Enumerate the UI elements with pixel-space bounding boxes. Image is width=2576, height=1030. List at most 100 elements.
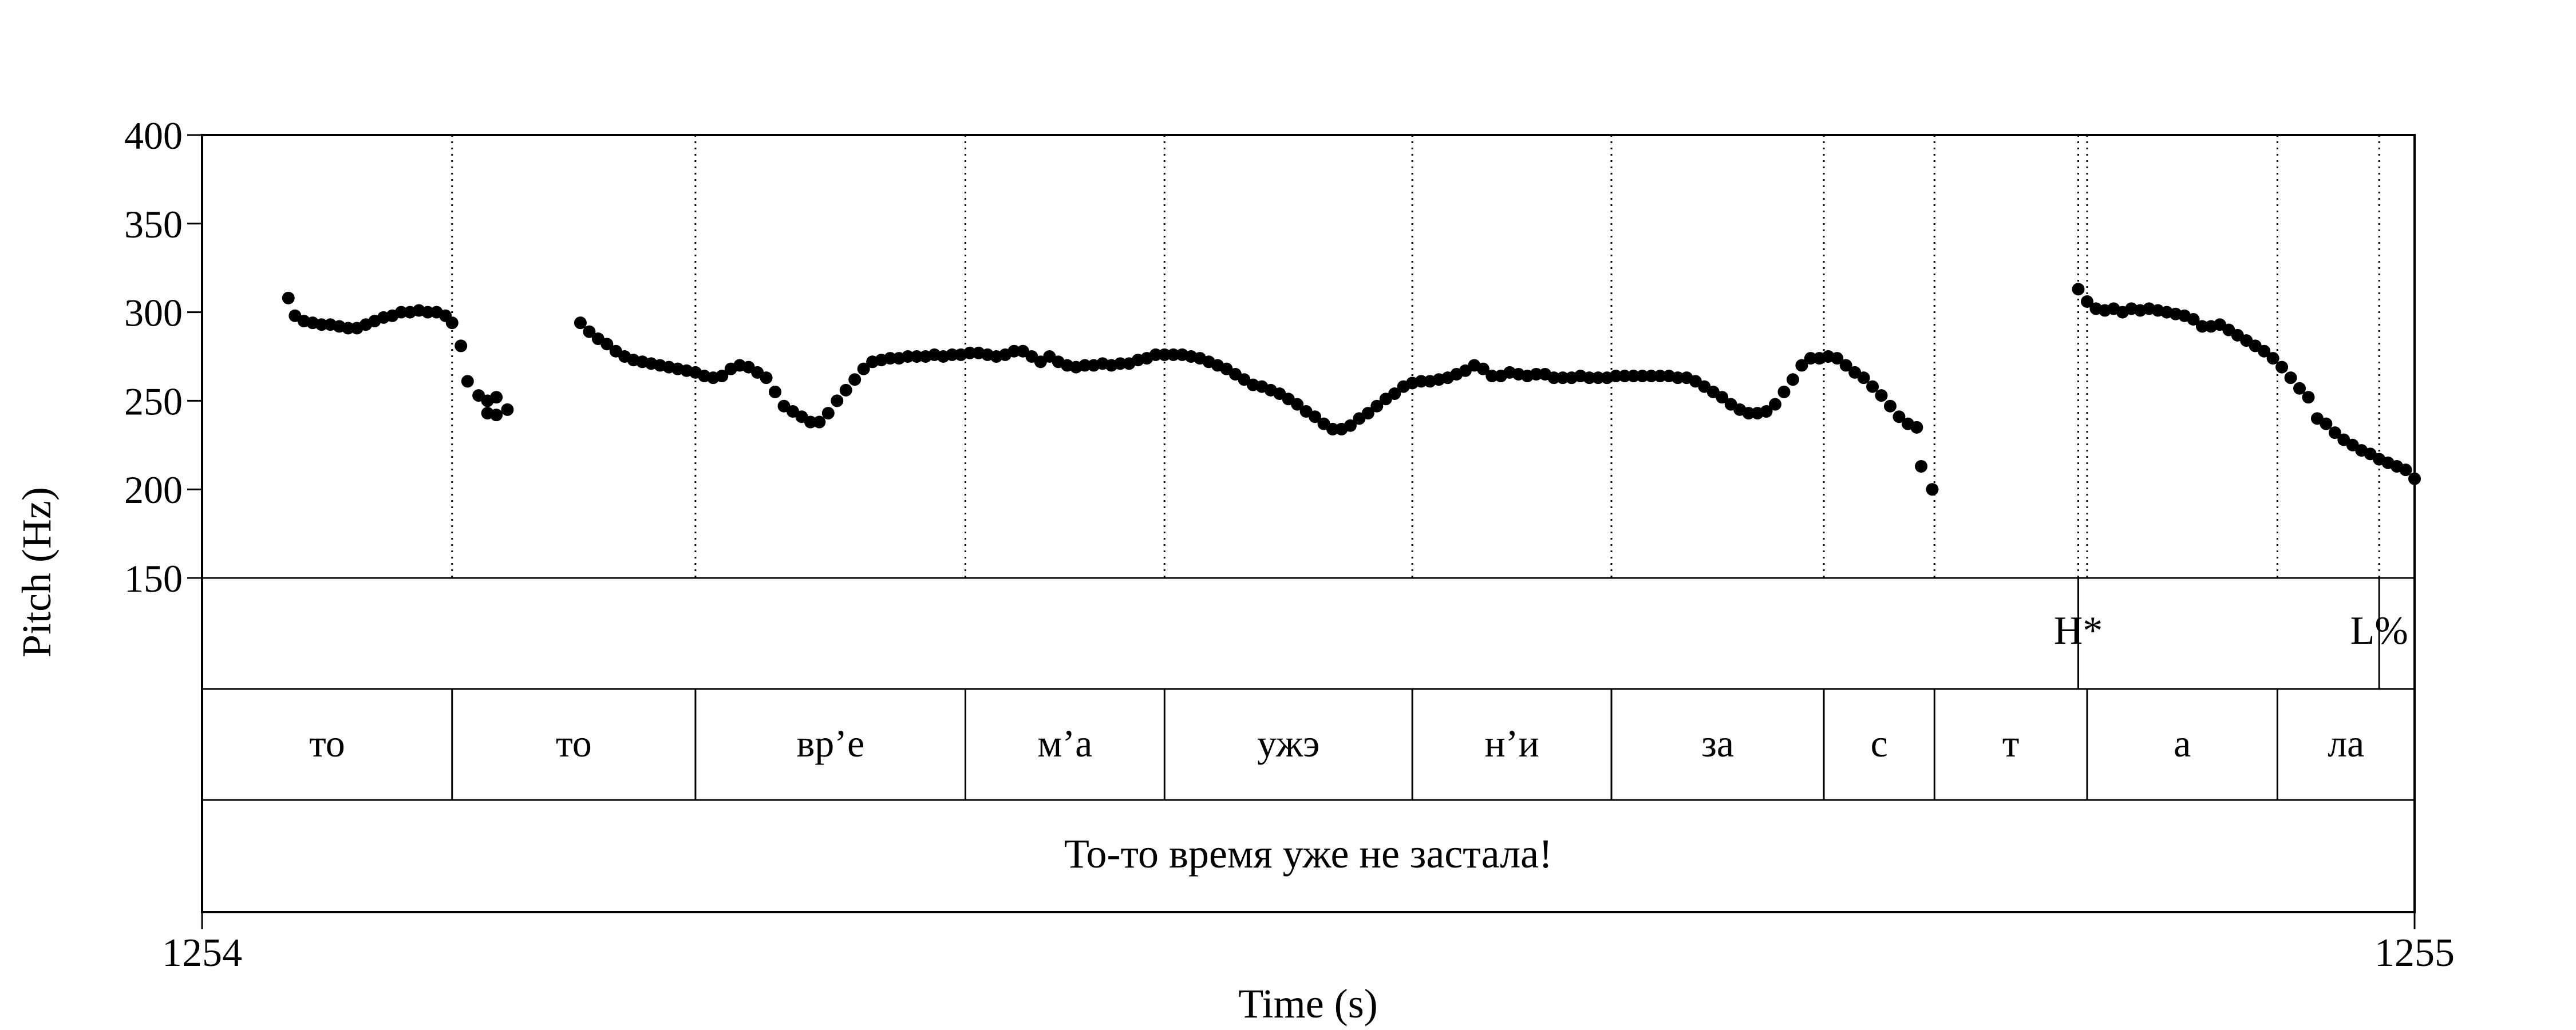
y-tick-label-3: 250 — [124, 379, 183, 423]
pitch-point-0-204 — [2266, 352, 2279, 365]
pitch-point-0-70 — [946, 348, 959, 361]
pitch-point-0-19 — [445, 316, 459, 330]
pitch-point-0-94 — [1158, 348, 1171, 361]
pitch-point-0-113 — [1326, 422, 1340, 435]
pitch-point-0-145 — [1609, 370, 1622, 383]
pitch-point-0-20 — [455, 339, 468, 352]
x-axis-title: Time (s) — [1238, 981, 1377, 1027]
pitch-point-0-111 — [1309, 410, 1322, 423]
pitch-point-0-138 — [1547, 371, 1560, 385]
pitch-point-0-171 — [1839, 359, 1852, 372]
axes-layer — [187, 134, 2416, 929]
syllable-label-6: за — [1701, 722, 1734, 765]
pitch-point-0-44 — [716, 370, 729, 383]
pitch-point-0-65 — [901, 350, 914, 363]
pitch-point-0-170 — [1831, 352, 1844, 365]
pitch-point-0-143 — [1591, 371, 1605, 385]
pitch-point-0-66 — [910, 350, 923, 363]
pitch-point-0-160 — [1742, 407, 1755, 420]
pitch-point-0-157 — [1716, 391, 1729, 404]
pitch-point-0-60 — [857, 362, 870, 375]
pitch-point-0-196 — [2195, 320, 2208, 333]
guides-layer — [451, 135, 2380, 578]
pitch-point-0-182 — [2072, 283, 2085, 296]
labels-layer: 400 350 300 250 200 150 1254 1255 Pitch (Hz) Time… — [14, 114, 2455, 1027]
syllable-label-8: т — [2002, 722, 2020, 765]
pitch-point-0-181 — [1926, 483, 1939, 496]
pitch-point-0-89 — [1113, 357, 1127, 370]
pitch-point-0-175 — [1875, 389, 1888, 402]
pitch-point-0-195 — [2187, 312, 2200, 326]
pitch-point-0-27 — [501, 403, 514, 416]
pitch-point-0-163 — [1769, 398, 1782, 411]
tier-layer — [451, 578, 2380, 800]
syllable-label-2: вр’е — [796, 722, 864, 765]
pitch-point-0-130 — [1476, 362, 1490, 375]
syllable-label-4: ужэ — [1257, 722, 1319, 765]
pitch-point-0-0 — [282, 291, 295, 304]
pitch-point-0-148 — [1636, 370, 1649, 383]
pitch-point-0-206 — [2284, 371, 2297, 385]
pitch-point-0-183 — [2080, 295, 2093, 308]
pitch-point-0-63 — [884, 352, 897, 365]
pitch-point-0-205 — [2275, 360, 2289, 374]
syllable-label-5: н’и — [1484, 722, 1539, 765]
syllable-label-9: а — [2174, 722, 2191, 765]
pitch-point-0-147 — [1627, 370, 1640, 383]
chart-frame — [201, 134, 2416, 913]
tone-label-1: L% — [2350, 609, 2408, 653]
pitch-point-0-207 — [2293, 382, 2306, 395]
pitch-point-0-120 — [1388, 387, 1401, 401]
pitch-point-0-7 — [342, 322, 355, 335]
pitch-point-0-167 — [1804, 352, 1817, 365]
syllable-label-1: то — [556, 722, 592, 765]
syllable-label-0: то — [309, 722, 345, 765]
pitch-point-0-152 — [1671, 371, 1684, 385]
pitch-point-0-58 — [839, 383, 852, 397]
pitch-point-0-208 — [2302, 391, 2315, 404]
pitch-point-0-13 — [394, 306, 408, 319]
pitch-point-0-177 — [1893, 410, 1906, 423]
pitch-point-0-117 — [1361, 407, 1374, 420]
pitch-point-0-179 — [1910, 421, 1923, 434]
pitch-point-0-220 — [2408, 472, 2421, 485]
syllable-label-10: ла — [2328, 722, 2364, 765]
pitch-point-0-56 — [821, 407, 835, 420]
pitch-point-0-149 — [1645, 370, 1658, 383]
pitch-point-0-180 — [1915, 459, 1928, 473]
pitch-point-0-115 — [1344, 419, 1357, 432]
y-tick-label-2: 300 — [124, 291, 183, 335]
pitch-point-0-16 — [421, 306, 434, 319]
pitch-point-0-49 — [760, 371, 773, 385]
sentence-label-0: То-то время уже не застала! — [1064, 831, 1552, 877]
pitch-point-0-150 — [1654, 370, 1667, 383]
pitch-point-0-219 — [2399, 464, 2412, 477]
pitch-point-0-165 — [1786, 373, 1799, 386]
pitch-point-0-59 — [848, 373, 862, 386]
y-tick-label-0: 400 — [124, 114, 183, 157]
pitch-point-0-93 — [1149, 348, 1162, 361]
pitch-point-0-210 — [2320, 417, 2333, 430]
pitch-point-0-72 — [963, 346, 977, 359]
pitch-point-0-146 — [1618, 370, 1631, 383]
tone-label-0: H* — [2054, 609, 2103, 653]
pitch-point-0-31 — [600, 338, 614, 351]
pitch-point-0-57 — [831, 394, 844, 407]
x-tick-label-1: 1255 — [2374, 931, 2455, 975]
pitch-point-0-211 — [2328, 426, 2341, 439]
pitch-point-0-85 — [1078, 359, 1092, 372]
pitch-point-0-21 — [461, 375, 474, 388]
pitch-point-0-109 — [1291, 398, 1304, 411]
pitch-point-0-139 — [1556, 371, 1569, 385]
pitch-point-0-4 — [315, 318, 328, 331]
pitch-points — [282, 283, 2421, 496]
pitch-point-0-164 — [1777, 385, 1791, 398]
y-axis-title: Pitch (Hz) — [14, 487, 60, 657]
pitch-point-0-123 — [1415, 375, 1428, 388]
y-tick-label-4: 200 — [124, 468, 183, 512]
pitch-point-0-173 — [1857, 371, 1870, 385]
pitch-point-0-28 — [574, 316, 587, 330]
pitch-point-0-131 — [1485, 370, 1499, 383]
pitch-point-0-24 — [490, 409, 503, 422]
